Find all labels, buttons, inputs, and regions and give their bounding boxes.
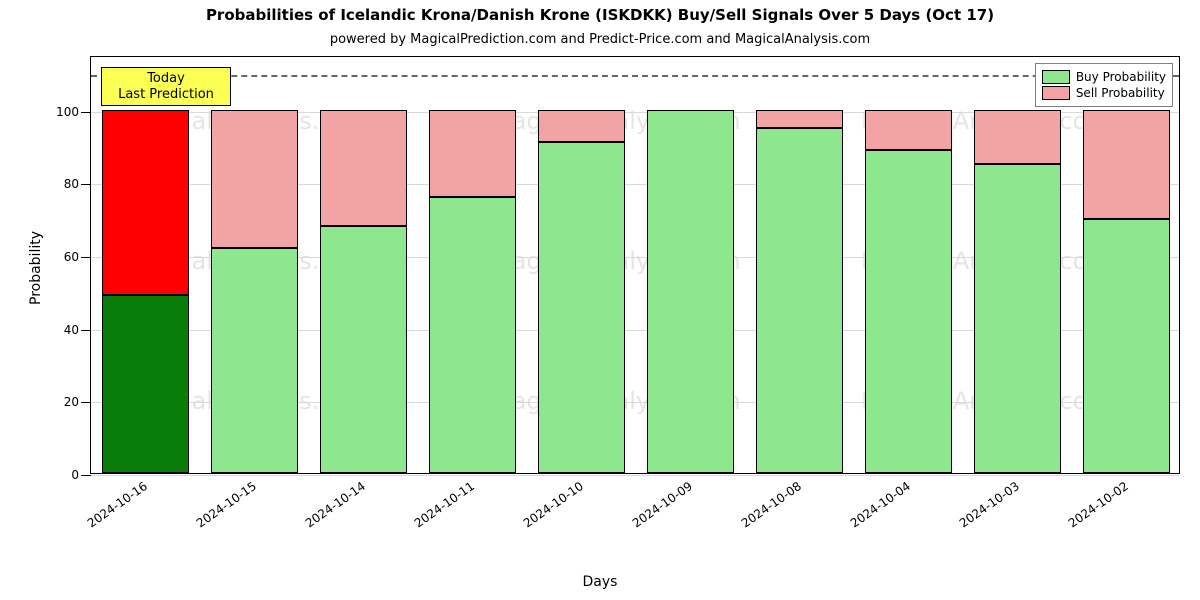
ytick-label: 80 xyxy=(64,177,91,191)
bar-buy xyxy=(974,164,1061,473)
y-axis-label: Probability xyxy=(28,231,44,305)
legend-label: Sell Probability xyxy=(1076,86,1165,100)
xtick-label: 2024-10-04 xyxy=(847,479,912,530)
bar-buy xyxy=(320,226,407,473)
xtick-label: 2024-10-10 xyxy=(520,479,585,530)
bar-buy xyxy=(1083,219,1170,473)
bar-sell xyxy=(320,110,407,226)
legend-swatch xyxy=(1042,70,1070,84)
bar-buy xyxy=(429,197,516,473)
bar-sell xyxy=(1083,110,1170,219)
x-axis-label: Days xyxy=(0,574,1200,590)
bar-sell xyxy=(974,110,1061,165)
xtick-label: 2024-10-14 xyxy=(302,479,367,530)
plot-area: MagicalAnalysis.comMagicalAnalysis.comMa… xyxy=(90,56,1180,474)
ytick-label: 0 xyxy=(71,468,91,482)
legend-item: Sell Probability xyxy=(1042,86,1166,100)
bar-buy xyxy=(538,142,625,473)
chart-figure: Probabilities of Icelandic Krona/Danish … xyxy=(0,0,1200,600)
chart-title: Probabilities of Icelandic Krona/Danish … xyxy=(0,6,1200,24)
gridline xyxy=(91,475,1179,476)
legend: Buy Probability Sell Probability xyxy=(1035,63,1173,107)
bar-sell xyxy=(538,110,625,143)
xtick-label: 2024-10-08 xyxy=(738,479,803,530)
xtick-label: 2024-10-11 xyxy=(411,479,476,530)
xtick-label: 2024-10-16 xyxy=(84,479,149,530)
ytick-label: 100 xyxy=(56,105,91,119)
today-annotation: Today Last Prediction xyxy=(101,67,231,106)
bar-sell xyxy=(211,110,298,248)
bar-sell xyxy=(865,110,952,150)
xtick-label: 2024-10-02 xyxy=(1065,479,1130,530)
ytick-label: 60 xyxy=(64,250,91,264)
ytick-label: 20 xyxy=(64,395,91,409)
bar-buy xyxy=(211,248,298,473)
legend-swatch xyxy=(1042,86,1070,100)
bar-sell xyxy=(429,110,516,197)
legend-label: Buy Probability xyxy=(1076,70,1166,84)
xtick-label: 2024-10-15 xyxy=(193,479,258,530)
bar-buy xyxy=(647,110,734,473)
xtick-label: 2024-10-03 xyxy=(956,479,1021,530)
bar-sell xyxy=(756,110,843,128)
annotation-line1: Today xyxy=(147,71,185,86)
bar-buy xyxy=(756,128,843,473)
xtick-label: 2024-10-09 xyxy=(629,479,694,530)
legend-item: Buy Probability xyxy=(1042,70,1166,84)
chart-subtitle: powered by MagicalPrediction.com and Pre… xyxy=(0,32,1200,47)
bar-buy xyxy=(865,150,952,473)
bar-buy xyxy=(102,295,189,473)
bar-sell xyxy=(102,110,189,295)
bars-layer xyxy=(91,57,1179,473)
ytick-label: 40 xyxy=(64,323,91,337)
annotation-line2: Last Prediction xyxy=(118,87,214,102)
